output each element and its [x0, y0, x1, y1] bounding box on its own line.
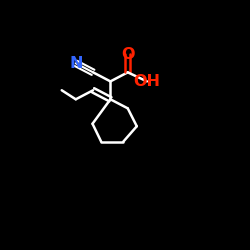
Text: N: N	[69, 56, 82, 71]
Text: O: O	[121, 47, 134, 62]
Text: OH: OH	[134, 74, 160, 89]
